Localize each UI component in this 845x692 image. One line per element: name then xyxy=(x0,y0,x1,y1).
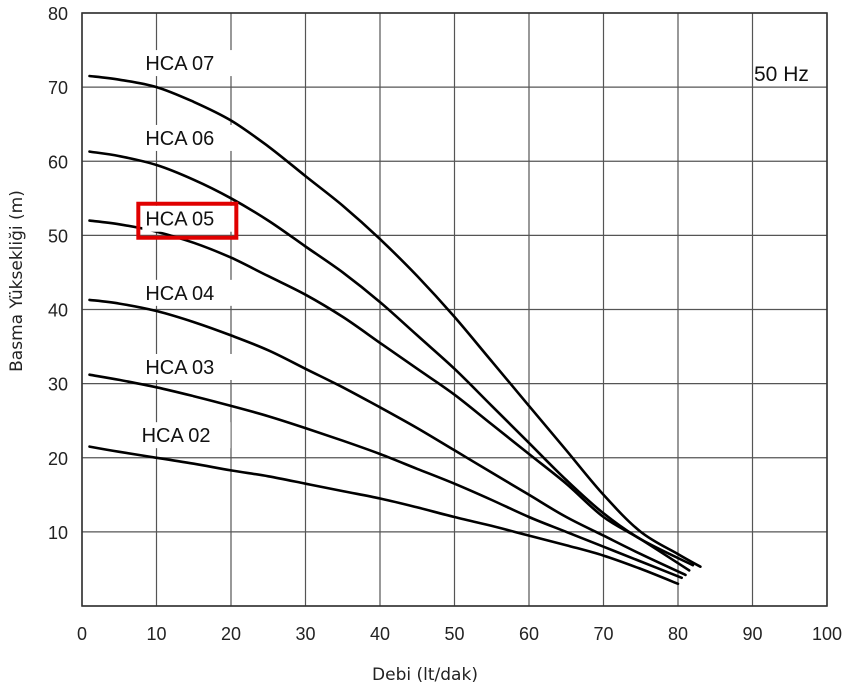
curve-label-bg-hca-07 xyxy=(142,50,235,77)
x-tick-label: 40 xyxy=(370,624,390,644)
y-tick-label: 40 xyxy=(48,301,68,321)
curve-label-bg-hca-06 xyxy=(142,124,235,151)
curve-hca-05 xyxy=(88,219,691,572)
y-axis-title: Basma Yüksekliği (m) xyxy=(7,190,27,372)
curve-hca-03 xyxy=(88,373,683,580)
highlight-box xyxy=(136,201,239,240)
x-tick-label: 30 xyxy=(295,624,315,644)
curve-label-hca-03: HCA 03 xyxy=(145,357,214,379)
x-tick-label: 20 xyxy=(221,624,241,644)
curve-labels: HCA 07 HCA 06 HCA 05 HCA 04 HCA 03 HCA 02 xyxy=(136,50,239,449)
y-tick-label: 30 xyxy=(48,375,68,395)
x-tick-label: 0 xyxy=(77,624,87,644)
curve-label-bg-hca-04 xyxy=(142,279,235,306)
x-tick-label: 80 xyxy=(668,624,688,644)
y-tick-label: 70 xyxy=(48,78,68,98)
y-tick-label: 20 xyxy=(48,449,68,469)
plot-frame xyxy=(81,12,828,607)
x-tick-label: 70 xyxy=(593,624,613,644)
x-axis-title: Debi (lt/dak) xyxy=(372,665,478,685)
curves xyxy=(88,74,702,586)
curve-hca-04 xyxy=(88,298,687,577)
y-tick-label: 50 xyxy=(48,226,68,246)
grid xyxy=(81,12,828,607)
curve-label-hca-05: HCA 05 xyxy=(145,209,214,231)
curve-label-hca-07: HCA 07 xyxy=(145,53,214,75)
x-tick-label: 50 xyxy=(444,624,464,644)
y-tick-label: 10 xyxy=(48,523,68,543)
curve-hca-06 xyxy=(88,150,695,567)
x-tick-label: 100 xyxy=(812,624,842,644)
curve-hca-07 xyxy=(88,74,702,568)
x-tick-label: 90 xyxy=(742,624,762,644)
y-tick-label: 60 xyxy=(48,152,68,172)
curve-label-bg-hca-02 xyxy=(138,422,231,449)
curve-label-bg-hca-03 xyxy=(142,353,235,380)
x-tick-label: 10 xyxy=(146,624,166,644)
x-tick-label: 60 xyxy=(519,624,539,644)
curve-label-hca-04: HCA 04 xyxy=(145,283,214,305)
curve-label-hca-06: HCA 06 xyxy=(145,128,214,150)
axes: 0 10 20 30 40 50 60 70 80 90 100 10 20 30 40 50 60 70 80 xyxy=(48,4,842,644)
frequency-annotation: 50 Hz xyxy=(754,63,809,86)
curve-label-bg-hca-05 xyxy=(142,205,235,232)
curve-label-hca-02: HCA 02 xyxy=(142,425,211,447)
curve-hca-02 xyxy=(88,445,680,586)
y-tick-label: 80 xyxy=(48,4,68,24)
